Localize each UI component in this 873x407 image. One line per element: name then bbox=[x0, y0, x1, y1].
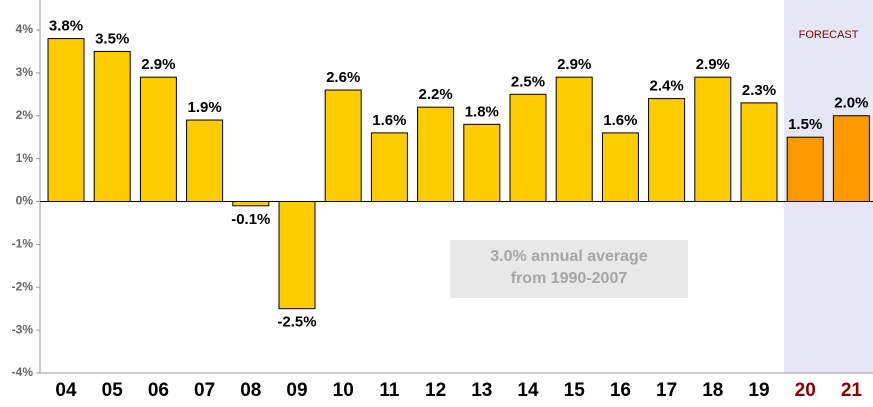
y-tick-label: -1% bbox=[12, 237, 34, 251]
x-tick-label: 10 bbox=[333, 380, 354, 401]
value-label: 3.8% bbox=[49, 18, 83, 35]
value-label: 2.0% bbox=[834, 95, 868, 112]
value-label: 1.9% bbox=[187, 99, 221, 116]
bar bbox=[324, 89, 362, 202]
x-tick-label: 15 bbox=[564, 380, 586, 401]
bar bbox=[47, 38, 85, 203]
x-tick-label: 04 bbox=[55, 380, 77, 401]
bar bbox=[278, 201, 316, 310]
x-tick-label: 18 bbox=[702, 380, 723, 401]
x-tick-label: 19 bbox=[748, 380, 769, 401]
value-label: 2.2% bbox=[418, 86, 452, 103]
annotation-box bbox=[450, 240, 688, 298]
annotation-text: from 1990-2007 bbox=[511, 270, 628, 287]
x-tick-label: 07 bbox=[194, 380, 215, 401]
y-tick-label: 1% bbox=[16, 151, 34, 165]
bar bbox=[694, 76, 732, 202]
value-label: 1.6% bbox=[372, 112, 406, 129]
value-label: 2.9% bbox=[141, 56, 175, 73]
value-label: 2.9% bbox=[696, 56, 730, 73]
bar bbox=[93, 50, 131, 202]
value-label: -0.1% bbox=[231, 211, 270, 228]
value-label: -2.5% bbox=[277, 314, 316, 331]
y-tick-label: 4% bbox=[16, 22, 34, 36]
y-tick-label: -2% bbox=[12, 279, 34, 293]
bar bbox=[370, 132, 408, 202]
bar bbox=[509, 93, 547, 202]
value-label: 1.5% bbox=[788, 116, 822, 133]
bar bbox=[555, 76, 593, 202]
bar bbox=[740, 102, 778, 202]
x-tick-label: 06 bbox=[148, 380, 169, 401]
bar bbox=[786, 136, 824, 202]
value-label: 2.9% bbox=[557, 56, 591, 73]
x-tick-label: 11 bbox=[379, 380, 400, 401]
bar bbox=[139, 76, 177, 202]
bar bbox=[186, 119, 224, 202]
forecast-label: FORECAST bbox=[799, 29, 859, 41]
y-tick-label: 0% bbox=[16, 194, 34, 208]
x-tick-label: 12 bbox=[425, 380, 446, 401]
x-tick-label: 17 bbox=[656, 380, 677, 401]
x-tick-label: 21 bbox=[841, 380, 863, 401]
bar bbox=[232, 201, 270, 207]
bar bbox=[648, 98, 686, 202]
x-tick-label: 16 bbox=[610, 380, 631, 401]
value-label: 2.5% bbox=[511, 73, 545, 90]
value-label: 2.3% bbox=[742, 82, 776, 99]
x-tick-label: 20 bbox=[795, 380, 816, 401]
value-label: 1.6% bbox=[603, 112, 637, 129]
y-tick-label: 2% bbox=[16, 108, 34, 122]
annotation-text: 3.0% annual average bbox=[490, 248, 648, 265]
x-tick-label: 05 bbox=[102, 380, 124, 401]
bar bbox=[463, 123, 501, 202]
value-label: 2.6% bbox=[326, 69, 360, 86]
x-tick-label: 14 bbox=[517, 380, 539, 401]
value-label: 1.8% bbox=[465, 103, 499, 120]
bar bbox=[417, 106, 455, 202]
y-tick-label: -4% bbox=[12, 365, 34, 379]
value-label: 2.4% bbox=[649, 78, 683, 95]
y-tick-label: -3% bbox=[12, 322, 34, 336]
bar bbox=[601, 132, 639, 202]
x-tick-label: 09 bbox=[286, 380, 307, 401]
y-tick-label: 3% bbox=[16, 65, 34, 79]
bar bbox=[832, 115, 870, 202]
x-tick-label: 08 bbox=[240, 380, 261, 401]
x-tick-label: 13 bbox=[471, 380, 492, 401]
value-label: 3.5% bbox=[95, 30, 129, 47]
